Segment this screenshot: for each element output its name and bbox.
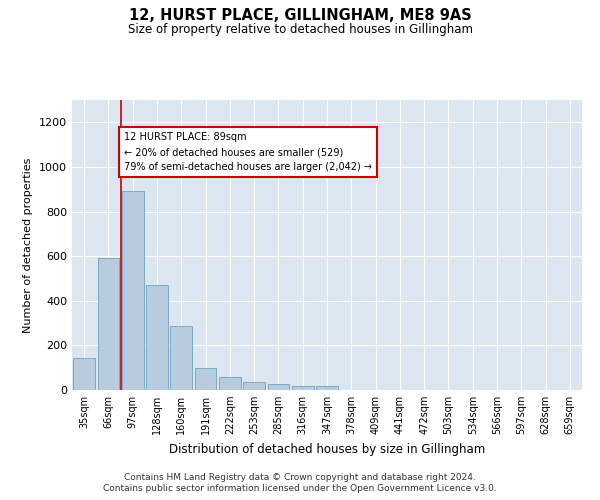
Bar <box>122 192 143 390</box>
Y-axis label: Number of detached properties: Number of detached properties <box>23 158 34 332</box>
Bar <box>97 258 119 390</box>
Text: Contains public sector information licensed under the Open Government Licence v3: Contains public sector information licen… <box>103 484 497 493</box>
Bar <box>268 384 289 390</box>
Bar <box>219 376 241 390</box>
Text: 12 HURST PLACE: 89sqm
← 20% of detached houses are smaller (529)
79% of semi-det: 12 HURST PLACE: 89sqm ← 20% of detached … <box>124 132 372 172</box>
Text: Distribution of detached houses by size in Gillingham: Distribution of detached houses by size … <box>169 442 485 456</box>
Bar <box>194 368 217 390</box>
Bar <box>170 326 192 390</box>
Bar <box>316 386 338 390</box>
Bar <box>292 386 314 390</box>
Text: Contains HM Land Registry data © Crown copyright and database right 2024.: Contains HM Land Registry data © Crown c… <box>124 472 476 482</box>
Bar <box>73 358 95 390</box>
Bar <box>243 382 265 390</box>
Bar <box>146 285 168 390</box>
Text: 12, HURST PLACE, GILLINGHAM, ME8 9AS: 12, HURST PLACE, GILLINGHAM, ME8 9AS <box>128 8 472 22</box>
Text: Size of property relative to detached houses in Gillingham: Size of property relative to detached ho… <box>128 22 473 36</box>
